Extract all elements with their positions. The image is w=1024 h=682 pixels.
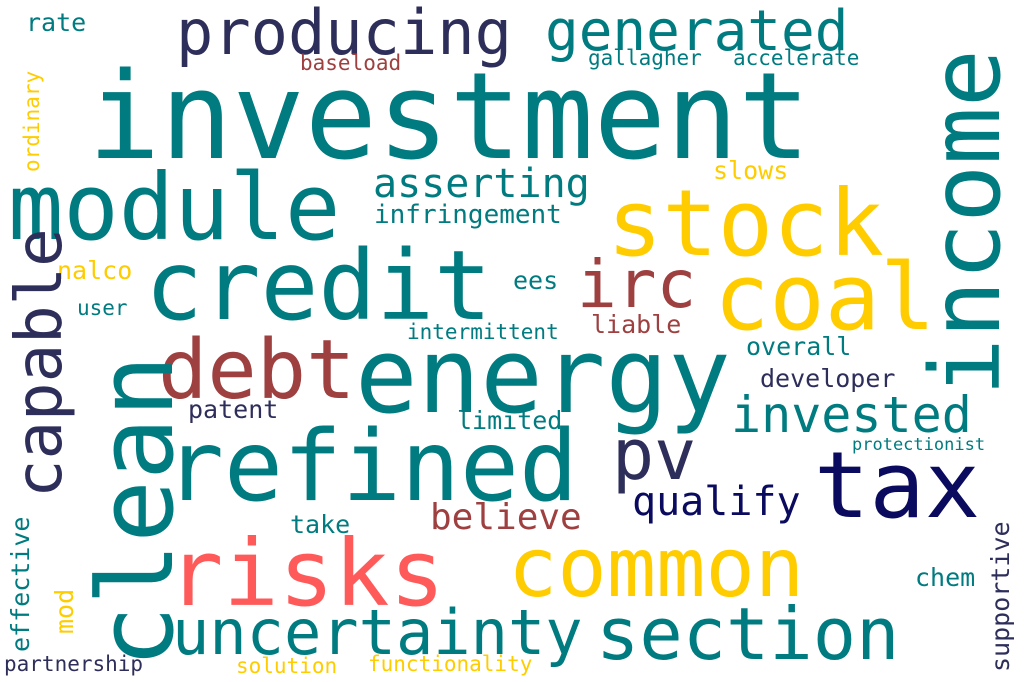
word-liable: liable bbox=[591, 310, 682, 339]
word-qualify: qualify bbox=[632, 479, 801, 525]
word-effective: effective bbox=[6, 516, 35, 652]
word-irc: irc bbox=[577, 246, 697, 323]
word-debt: debt bbox=[158, 323, 356, 418]
word-infringement: infringement bbox=[374, 200, 562, 230]
word-income: income bbox=[910, 49, 1022, 396]
word-clean: clean bbox=[75, 354, 197, 668]
word-coal: coal bbox=[714, 244, 936, 351]
word-common: common bbox=[508, 521, 805, 616]
word-asserting: asserting bbox=[373, 161, 590, 207]
word-rate: rate bbox=[26, 8, 87, 37]
word-chem: chem bbox=[915, 563, 976, 592]
word-energy: energy bbox=[355, 315, 731, 437]
word-module: module bbox=[8, 154, 341, 261]
word-solution: solution bbox=[236, 654, 338, 678]
word-overall: overall bbox=[746, 332, 852, 361]
word-credit: credit bbox=[145, 230, 492, 342]
word-risks: risks bbox=[168, 520, 445, 627]
word-gallagher: gallagher bbox=[588, 46, 702, 70]
word-accelerate: accelerate bbox=[733, 46, 860, 70]
word-uncertainty: uncertainty bbox=[172, 596, 583, 669]
word-slows: slows bbox=[713, 156, 789, 185]
word-ordinary: ordinary bbox=[20, 70, 44, 172]
word-pv: pv bbox=[612, 414, 697, 496]
word-capable: capable bbox=[3, 228, 77, 498]
word-believe: believe bbox=[430, 497, 582, 538]
word-baseload: baseload bbox=[300, 51, 402, 75]
word-invested: invested bbox=[731, 386, 972, 444]
word-generated: generated bbox=[545, 0, 849, 64]
word-patent: patent bbox=[188, 395, 279, 424]
word-functionality: functionality bbox=[368, 652, 533, 676]
word-producing: producing bbox=[176, 0, 512, 69]
word-stock: stock bbox=[607, 170, 884, 277]
word-intermittent: intermittent bbox=[407, 320, 559, 344]
word-protectionist: protectionist bbox=[852, 435, 986, 455]
word-take: take bbox=[290, 510, 351, 539]
word-developer: developer bbox=[760, 364, 896, 393]
word-section: section bbox=[596, 592, 900, 676]
word-limited: limited bbox=[457, 406, 563, 435]
word-investment: investment bbox=[88, 48, 811, 187]
word-ees: ees bbox=[513, 266, 559, 295]
word-nalco: nalco bbox=[57, 256, 133, 285]
word-supportive: supportive bbox=[986, 521, 1015, 672]
word-user: user bbox=[77, 296, 128, 320]
word-partnership: partnership bbox=[4, 652, 144, 676]
word-mod: mod bbox=[50, 588, 79, 634]
word-tax: tax bbox=[814, 432, 981, 539]
word-refined: refined bbox=[165, 410, 579, 524]
